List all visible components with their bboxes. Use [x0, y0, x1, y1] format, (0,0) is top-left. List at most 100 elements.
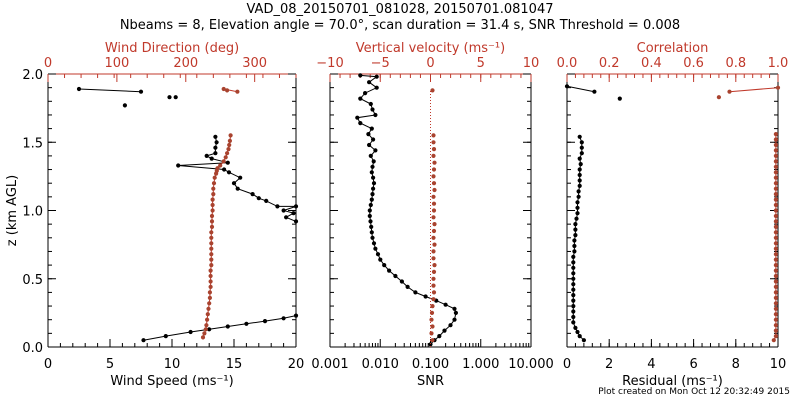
data-point — [575, 205, 580, 210]
top-tick-label: 200 — [173, 56, 198, 71]
data-point — [432, 242, 437, 247]
data-point — [371, 186, 376, 191]
data-point — [370, 235, 375, 240]
x-tick-label: 10.000 — [508, 357, 554, 372]
data-point — [572, 238, 577, 243]
data-point — [275, 204, 280, 209]
data-point — [773, 263, 779, 268]
data-point — [264, 198, 269, 203]
data-point — [209, 213, 215, 219]
data-point — [775, 85, 781, 90]
data-point — [429, 317, 434, 322]
data-point — [226, 170, 232, 175]
plot-footer: Plot created on Mon Oct 12 20:32:49 2015 — [598, 387, 790, 397]
data-point — [573, 233, 578, 238]
top-tick-label: 0 — [426, 56, 434, 71]
data-point — [369, 230, 374, 235]
data-point — [291, 211, 296, 216]
data-point — [773, 246, 779, 251]
figure-title: VAD_08_20150701_081028, 20150701.081047 — [246, 2, 554, 17]
data-point — [382, 263, 387, 268]
data-point — [773, 153, 779, 158]
data-point — [437, 334, 442, 339]
data-point — [577, 134, 582, 139]
data-point — [373, 148, 378, 153]
data-point — [225, 324, 230, 329]
data-point — [374, 74, 379, 79]
top-tick-label: −5 — [371, 56, 390, 71]
data-point — [423, 294, 428, 299]
data-point — [226, 147, 231, 152]
series-line — [78, 88, 142, 93]
data-point — [367, 213, 372, 219]
data-point — [262, 319, 268, 324]
data-point — [773, 273, 779, 279]
data-point — [231, 181, 237, 186]
data-point — [203, 327, 208, 332]
x-axis-label-top: Correlation — [637, 41, 709, 56]
data-point — [431, 276, 436, 281]
data-point — [773, 164, 779, 169]
top-tick-label: 0.6 — [683, 56, 704, 71]
data-point — [716, 95, 722, 100]
data-point — [368, 101, 373, 107]
panel-corr — [564, 73, 781, 348]
data-point — [212, 175, 217, 180]
data-point — [363, 91, 368, 96]
data-point — [413, 290, 418, 295]
data-point — [773, 301, 779, 306]
data-point — [430, 324, 435, 329]
data-point — [773, 186, 779, 191]
data-point — [209, 156, 214, 161]
data-point — [221, 86, 226, 92]
data-point — [579, 140, 584, 145]
data-point — [238, 175, 243, 180]
data-point — [207, 290, 212, 295]
data-point — [431, 283, 436, 288]
x-axis-label-bottom: SNR — [417, 374, 444, 389]
data-point — [204, 153, 209, 158]
data-point — [213, 151, 218, 156]
data-point — [571, 271, 576, 276]
data-point — [293, 219, 299, 224]
x-tick-label: 10 — [164, 357, 181, 372]
data-point — [592, 89, 597, 94]
data-point — [773, 284, 779, 289]
data-point — [371, 159, 376, 164]
data-point — [773, 312, 779, 317]
data-point — [213, 145, 218, 150]
data-point — [207, 327, 212, 332]
data-point — [773, 268, 779, 273]
data-point — [371, 241, 377, 246]
top-tick-label: 0.2 — [599, 56, 620, 71]
data-point — [431, 297, 436, 302]
data-point — [579, 151, 584, 156]
data-point — [213, 134, 218, 139]
data-point — [571, 304, 576, 309]
data-point — [571, 260, 576, 265]
data-point — [443, 302, 448, 307]
data-point — [227, 138, 232, 143]
data-point — [431, 174, 436, 179]
data-point — [429, 310, 435, 315]
data-point — [773, 192, 779, 197]
data-point — [453, 310, 458, 315]
top-tick-label: 10 — [523, 56, 540, 71]
data-point — [430, 304, 435, 309]
data-point — [431, 201, 437, 206]
data-point — [431, 194, 436, 199]
data-point — [393, 273, 398, 279]
data-point — [367, 208, 372, 213]
data-point — [373, 112, 378, 118]
data-point — [373, 246, 378, 251]
data-point — [571, 282, 576, 287]
data-point — [293, 204, 299, 209]
data-point — [204, 323, 209, 328]
data-point — [579, 145, 584, 150]
data-point — [773, 241, 779, 246]
data-point — [773, 257, 779, 262]
data-point — [576, 189, 581, 194]
x-tick-label: 5 — [106, 357, 114, 372]
data-point — [369, 126, 374, 131]
data-point — [211, 181, 217, 186]
